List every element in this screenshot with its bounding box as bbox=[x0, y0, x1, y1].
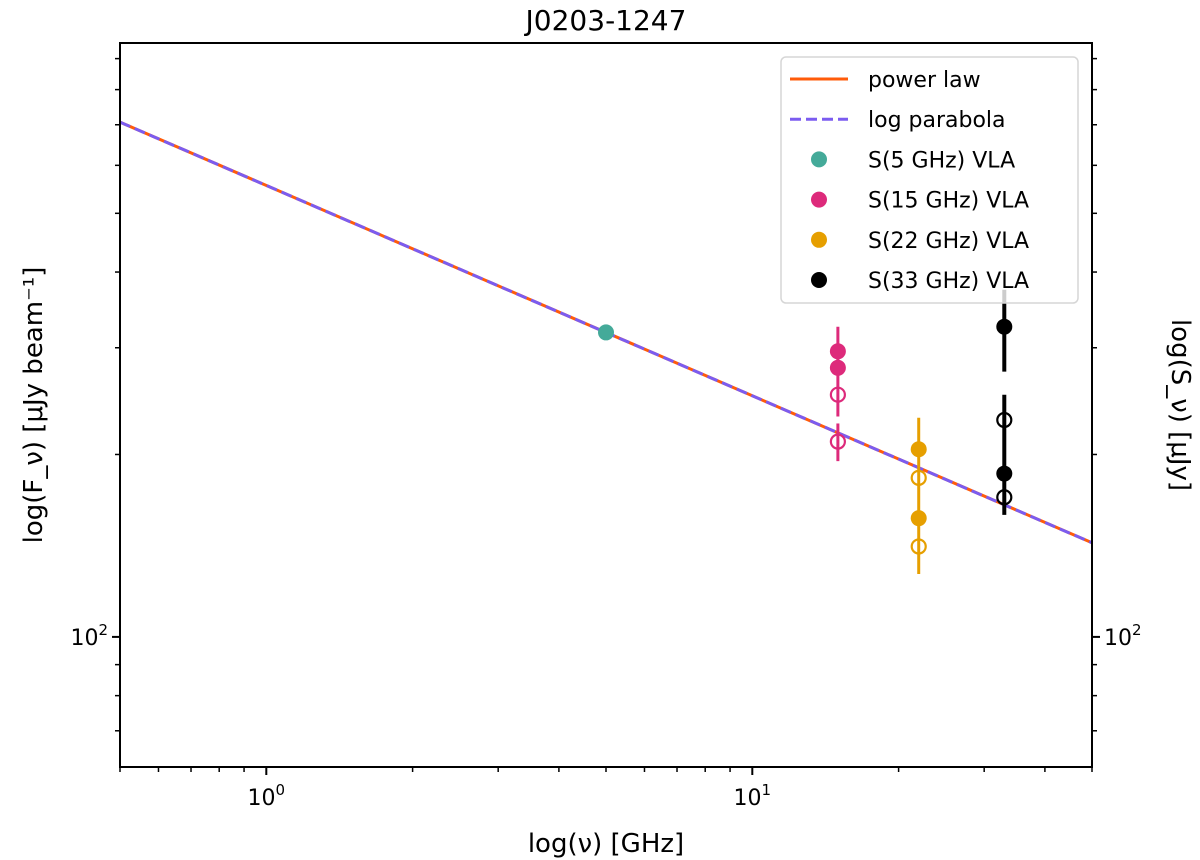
legend-label: S(15 GHz) VLA bbox=[868, 189, 1029, 214]
x-tick-label: 101 bbox=[734, 781, 772, 811]
open-data-point bbox=[910, 469, 927, 486]
y-axis-label: log(F_ν) [μJy beam⁻¹] bbox=[19, 267, 49, 544]
x-tick-label: 100 bbox=[248, 781, 286, 811]
open-data-point bbox=[996, 489, 1013, 506]
y-right-tick-label: 102 bbox=[1104, 621, 1142, 651]
filled-data-point bbox=[598, 324, 614, 341]
plot-area bbox=[119, 120, 1093, 574]
filled-data-point bbox=[829, 343, 846, 360]
y-axis-label-right: log(S_ν) [μJy] bbox=[1165, 319, 1195, 491]
legend-marker bbox=[811, 272, 827, 288]
legend-label: S(5 GHz) VLA bbox=[868, 148, 1015, 173]
axis-ticks: 100 101 102 102 bbox=[70, 57, 1142, 811]
legend-box bbox=[780, 56, 1079, 304]
legend-marker bbox=[811, 191, 827, 208]
legend: power law log parabola S(5 GHz) VLA S(15 GH… bbox=[780, 56, 1079, 304]
filled-data-point bbox=[829, 359, 846, 376]
x-axis-label: log(ν) [GHz] bbox=[528, 829, 684, 859]
legend-marker bbox=[811, 151, 827, 168]
open-data-point bbox=[829, 433, 846, 450]
axes-frame bbox=[119, 42, 1093, 768]
legend-label: power law bbox=[868, 68, 981, 93]
filled-data-point bbox=[910, 510, 927, 527]
y-tick-label: 102 bbox=[70, 621, 108, 651]
filled-data-point bbox=[996, 465, 1013, 482]
chart-title: J0203-1247 bbox=[524, 4, 687, 37]
filled-data-point bbox=[910, 441, 927, 458]
filled-data-point bbox=[996, 318, 1013, 335]
legend-label: S(22 GHz) VLA bbox=[868, 229, 1029, 254]
legend-label: log parabola bbox=[868, 108, 1006, 133]
open-data-point bbox=[996, 411, 1013, 429]
open-data-point bbox=[910, 538, 927, 555]
legend-label: S(33 GHz) VLA bbox=[868, 269, 1029, 294]
legend-marker bbox=[811, 231, 827, 248]
open-data-point bbox=[829, 386, 846, 403]
